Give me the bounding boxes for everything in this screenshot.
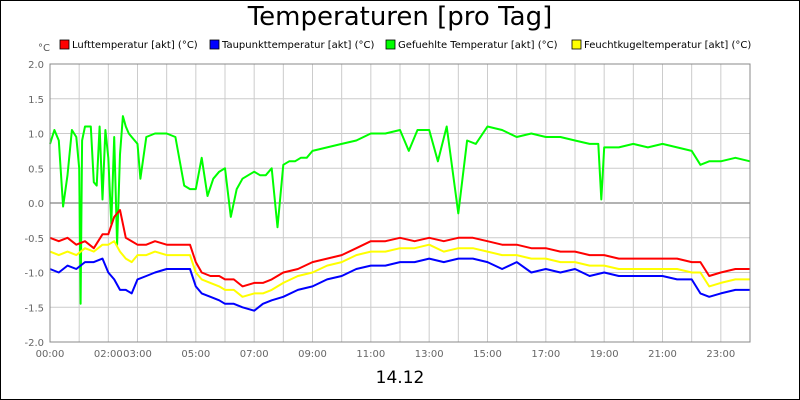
legend: Lufttemperatur [akt] (°C) Taupunkttempera… xyxy=(59,39,751,51)
x-tick-label: 19:00 xyxy=(590,349,619,360)
legend-swatch xyxy=(59,39,70,50)
y-tick-label: 1.5 xyxy=(28,95,44,106)
legend-item: Lufttemperatur [akt] (°C) xyxy=(59,39,198,51)
x-tick-label: 17:00 xyxy=(531,349,560,360)
y-tick-label: 0.0 xyxy=(28,199,44,210)
legend-label: Taupunkttemperatur [akt] (°C) xyxy=(221,40,374,51)
y-tick-label: -0.5 xyxy=(24,234,44,245)
y-axis-ticks: 2.0 1.5 1.0 0.5 0.0 -0.5 -1.0 -1.5 -2.0 xyxy=(24,60,44,349)
plot-area-border xyxy=(49,63,751,343)
x-tick-label: 00:00 xyxy=(36,349,65,360)
y-tick-label: 2.0 xyxy=(28,60,44,71)
y-axis-unit-label: °C xyxy=(38,43,50,54)
legend-label: Gefuehlte Temperatur [akt] (°C) xyxy=(398,40,558,51)
x-tick-label: 02:00 xyxy=(94,349,123,360)
x-tick-label: 21:00 xyxy=(648,349,677,360)
series-line-3 xyxy=(49,240,750,298)
grid xyxy=(50,63,750,343)
series-line-2 xyxy=(49,115,751,305)
legend-label: Lufttemperatur [akt] (°C) xyxy=(72,40,198,51)
legend-item: Feuchtkugeltemperatur [akt] (°C) xyxy=(571,39,751,51)
chart-title: Temperaturen [pro Tag] xyxy=(247,2,553,32)
legend-swatch xyxy=(571,39,582,50)
legend-swatch xyxy=(385,39,396,50)
x-tick-label: 09:00 xyxy=(298,349,327,360)
date-label: 14.12 xyxy=(375,368,425,388)
x-tick-label: 15:00 xyxy=(473,349,502,360)
series-line-1 xyxy=(49,257,750,312)
series-lines xyxy=(49,115,751,312)
x-tick-label: 13:00 xyxy=(415,349,444,360)
x-axis-ticks: 00:00 02:00 03:00 05:00 07:00 09:00 11:00 13:00… xyxy=(36,349,736,360)
y-tick-label: 0.5 xyxy=(28,164,44,175)
legend-label: Feuchtkugeltemperatur [akt] (°C) xyxy=(584,40,751,51)
legend-item: Gefuehlte Temperatur [akt] (°C) xyxy=(385,39,558,51)
y-tick-label: -2.0 xyxy=(24,338,44,349)
legend-item: Taupunkttemperatur [akt] (°C) xyxy=(209,39,374,51)
y-tick-label: -1.0 xyxy=(24,269,44,280)
x-tick-label: 07:00 xyxy=(240,349,269,360)
x-tick-label: 05:00 xyxy=(181,349,210,360)
series-line-0 xyxy=(49,209,750,288)
legend-swatch xyxy=(209,39,220,50)
y-tick-label: 1.0 xyxy=(28,130,44,141)
x-tick-label: 23:00 xyxy=(706,349,735,360)
x-tick-label: 03:00 xyxy=(123,349,152,360)
x-tick-label: 11:00 xyxy=(356,349,385,360)
y-tick-label: -1.5 xyxy=(24,303,44,314)
